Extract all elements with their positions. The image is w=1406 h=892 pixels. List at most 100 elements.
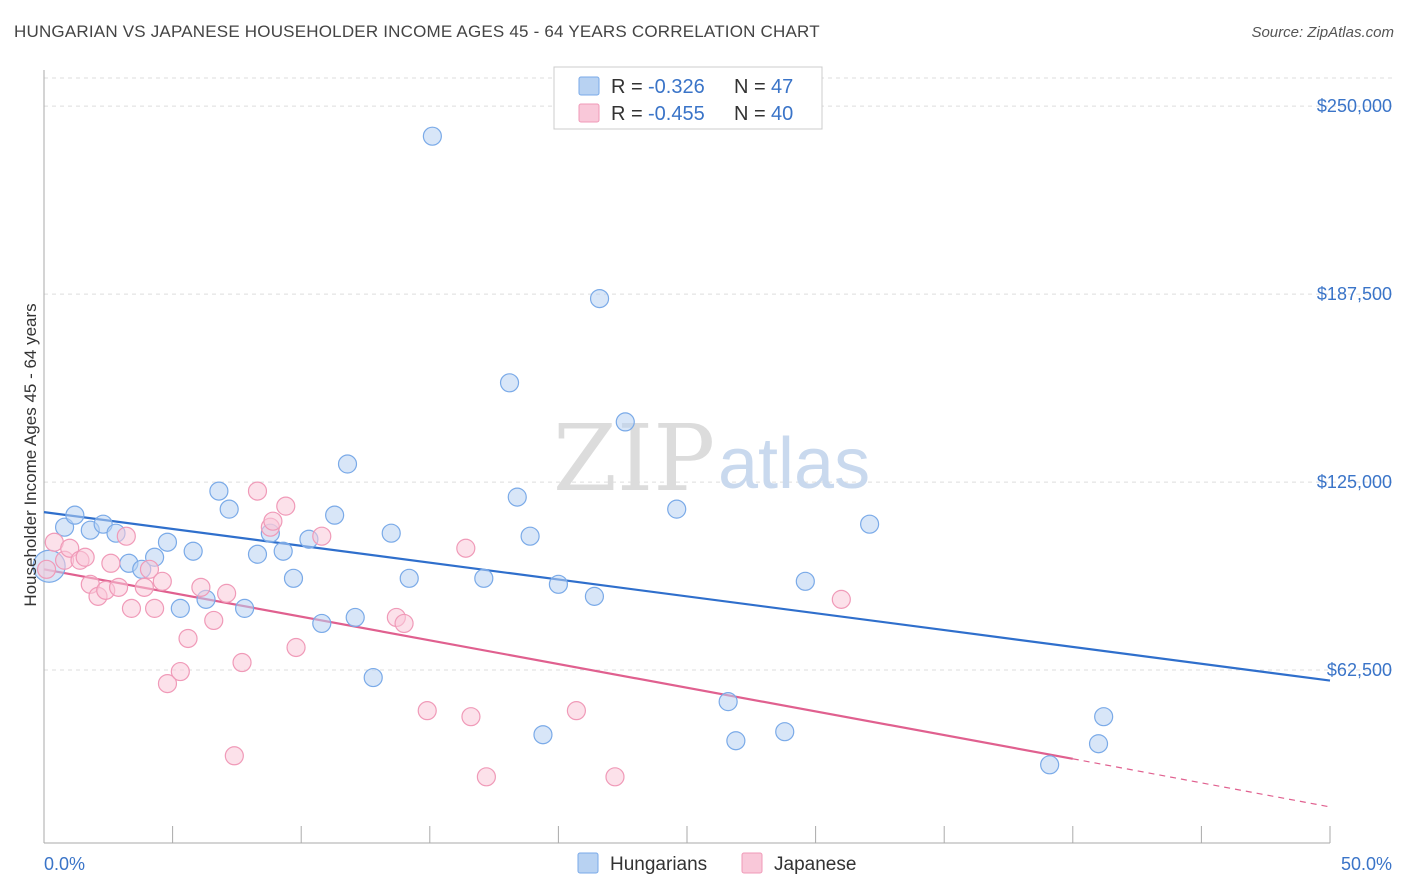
point-japanese (461, 707, 481, 727)
point-japanese (217, 583, 237, 603)
x-tick-labels: 0.0% 50.0% (44, 854, 1392, 874)
point-japanese (605, 767, 625, 787)
point-hungarians (337, 454, 358, 474)
point-japanese (121, 598, 142, 618)
legend-r-label-japanese: R = (611, 103, 643, 125)
point-japanese (232, 652, 252, 673)
point-hungarians (170, 598, 190, 618)
legend-n-label-japanese: N = (734, 103, 766, 125)
series-legend-swatch-japanese (741, 852, 763, 874)
point-hungarians (209, 481, 229, 501)
point-hungarians (795, 571, 815, 591)
point-hungarians (667, 499, 687, 519)
point-hungarians (718, 692, 738, 712)
legend-r-label-hungarians: R = (611, 76, 643, 98)
series-legend-label-japanese: Japanese (774, 854, 856, 875)
series-legend: Hungarians Japanese (577, 852, 856, 875)
point-hungarians (273, 541, 293, 561)
point-hungarians (1040, 755, 1060, 775)
x-tick-label: 50.0% (1341, 854, 1392, 874)
y-tick-labels: $62,500 $125,000 $187,500 $250,000 (1317, 96, 1392, 680)
point-japanese (157, 673, 178, 694)
point-japanese (456, 538, 476, 558)
point-hungarians (499, 373, 520, 393)
legend-n-value-hungarians: 47 (771, 76, 793, 98)
point-japanese (75, 547, 95, 567)
legend-swatch-japanese (578, 103, 600, 123)
y-tick-label: $62,500 (1327, 660, 1392, 680)
point-japanese (247, 481, 268, 501)
point-japanese (108, 577, 129, 597)
chart-title: HUNGARIAN VS JAPANESE HOUSEHOLDER INCOME… (14, 22, 820, 41)
watermark: ZIP atlas (553, 405, 870, 512)
point-japanese (417, 701, 437, 721)
point-japanese (263, 511, 283, 531)
chart-source: Source: ZipAtlas.com (1251, 24, 1394, 41)
point-hungarians (247, 544, 268, 564)
point-japanese (831, 589, 851, 609)
point-hungarians (1094, 707, 1114, 727)
point-japanese (178, 628, 198, 649)
point-hungarians (399, 568, 419, 588)
point-japanese (101, 553, 121, 573)
point-hungarians (235, 598, 255, 618)
point-japanese (116, 526, 136, 546)
point-hungarians (507, 487, 527, 507)
point-hungarians (726, 731, 746, 751)
legend-r-value-japanese: -0.455 (648, 103, 705, 125)
point-hungarians (183, 541, 203, 561)
watermark-atlas: atlas (718, 424, 870, 504)
point-hungarians (589, 288, 610, 309)
point-japanese (36, 559, 57, 579)
point-hungarians (381, 523, 401, 543)
trend-line-hungarians (43, 511, 1331, 682)
axes (43, 70, 1331, 844)
point-japanese (204, 610, 224, 631)
point-japanese (394, 613, 414, 634)
stats-legend: R = -0.326 N = 47 R = -0.455 N = 40 (553, 66, 823, 130)
point-hungarians (775, 722, 795, 742)
point-hungarians (520, 526, 540, 546)
point-japanese (170, 661, 190, 682)
point-japanese (139, 559, 160, 579)
point-japanese (134, 577, 154, 597)
point-hungarians (283, 568, 304, 588)
y-tick-label: $250,000 (1317, 96, 1392, 116)
x-tick-label: 0.0% (44, 854, 85, 874)
point-hungarians (474, 568, 494, 588)
point-japanese (312, 526, 332, 546)
point-hungarians (345, 607, 365, 628)
point-hungarians (219, 499, 239, 519)
legend-n-value-japanese: 40 (771, 103, 793, 125)
y-axis-label: Householder Income Ages 45 - 64 years (21, 303, 40, 606)
legend-swatch-hungarians (578, 76, 600, 96)
point-hungarians (422, 126, 442, 146)
data-points (32, 126, 1114, 787)
point-hungarians (157, 532, 178, 552)
point-japanese (566, 701, 587, 721)
trend-line-japanese-extension (1072, 758, 1331, 808)
point-japanese (286, 637, 306, 658)
point-hungarians (363, 667, 383, 688)
point-hungarians (615, 412, 635, 432)
point-japanese (152, 571, 172, 591)
point-hungarians (65, 505, 85, 525)
point-japanese (191, 577, 211, 597)
y-tick-label: $187,500 (1317, 284, 1392, 304)
point-hungarians (860, 514, 880, 534)
point-hungarians (1088, 734, 1109, 754)
series-legend-label-hungarians: Hungarians (610, 854, 707, 875)
point-hungarians (325, 505, 345, 525)
point-hungarians (533, 725, 553, 745)
y-tick-label: $125,000 (1317, 472, 1392, 492)
point-hungarians (312, 613, 332, 634)
point-japanese (476, 767, 496, 787)
gridlines (44, 77, 1392, 671)
point-hungarians (584, 586, 605, 606)
point-japanese (144, 598, 165, 618)
legend-r-value-hungarians: -0.326 (648, 76, 705, 98)
point-japanese (276, 496, 296, 516)
point-hungarians (548, 574, 569, 594)
legend-n-label-hungarians: N = (734, 76, 766, 98)
